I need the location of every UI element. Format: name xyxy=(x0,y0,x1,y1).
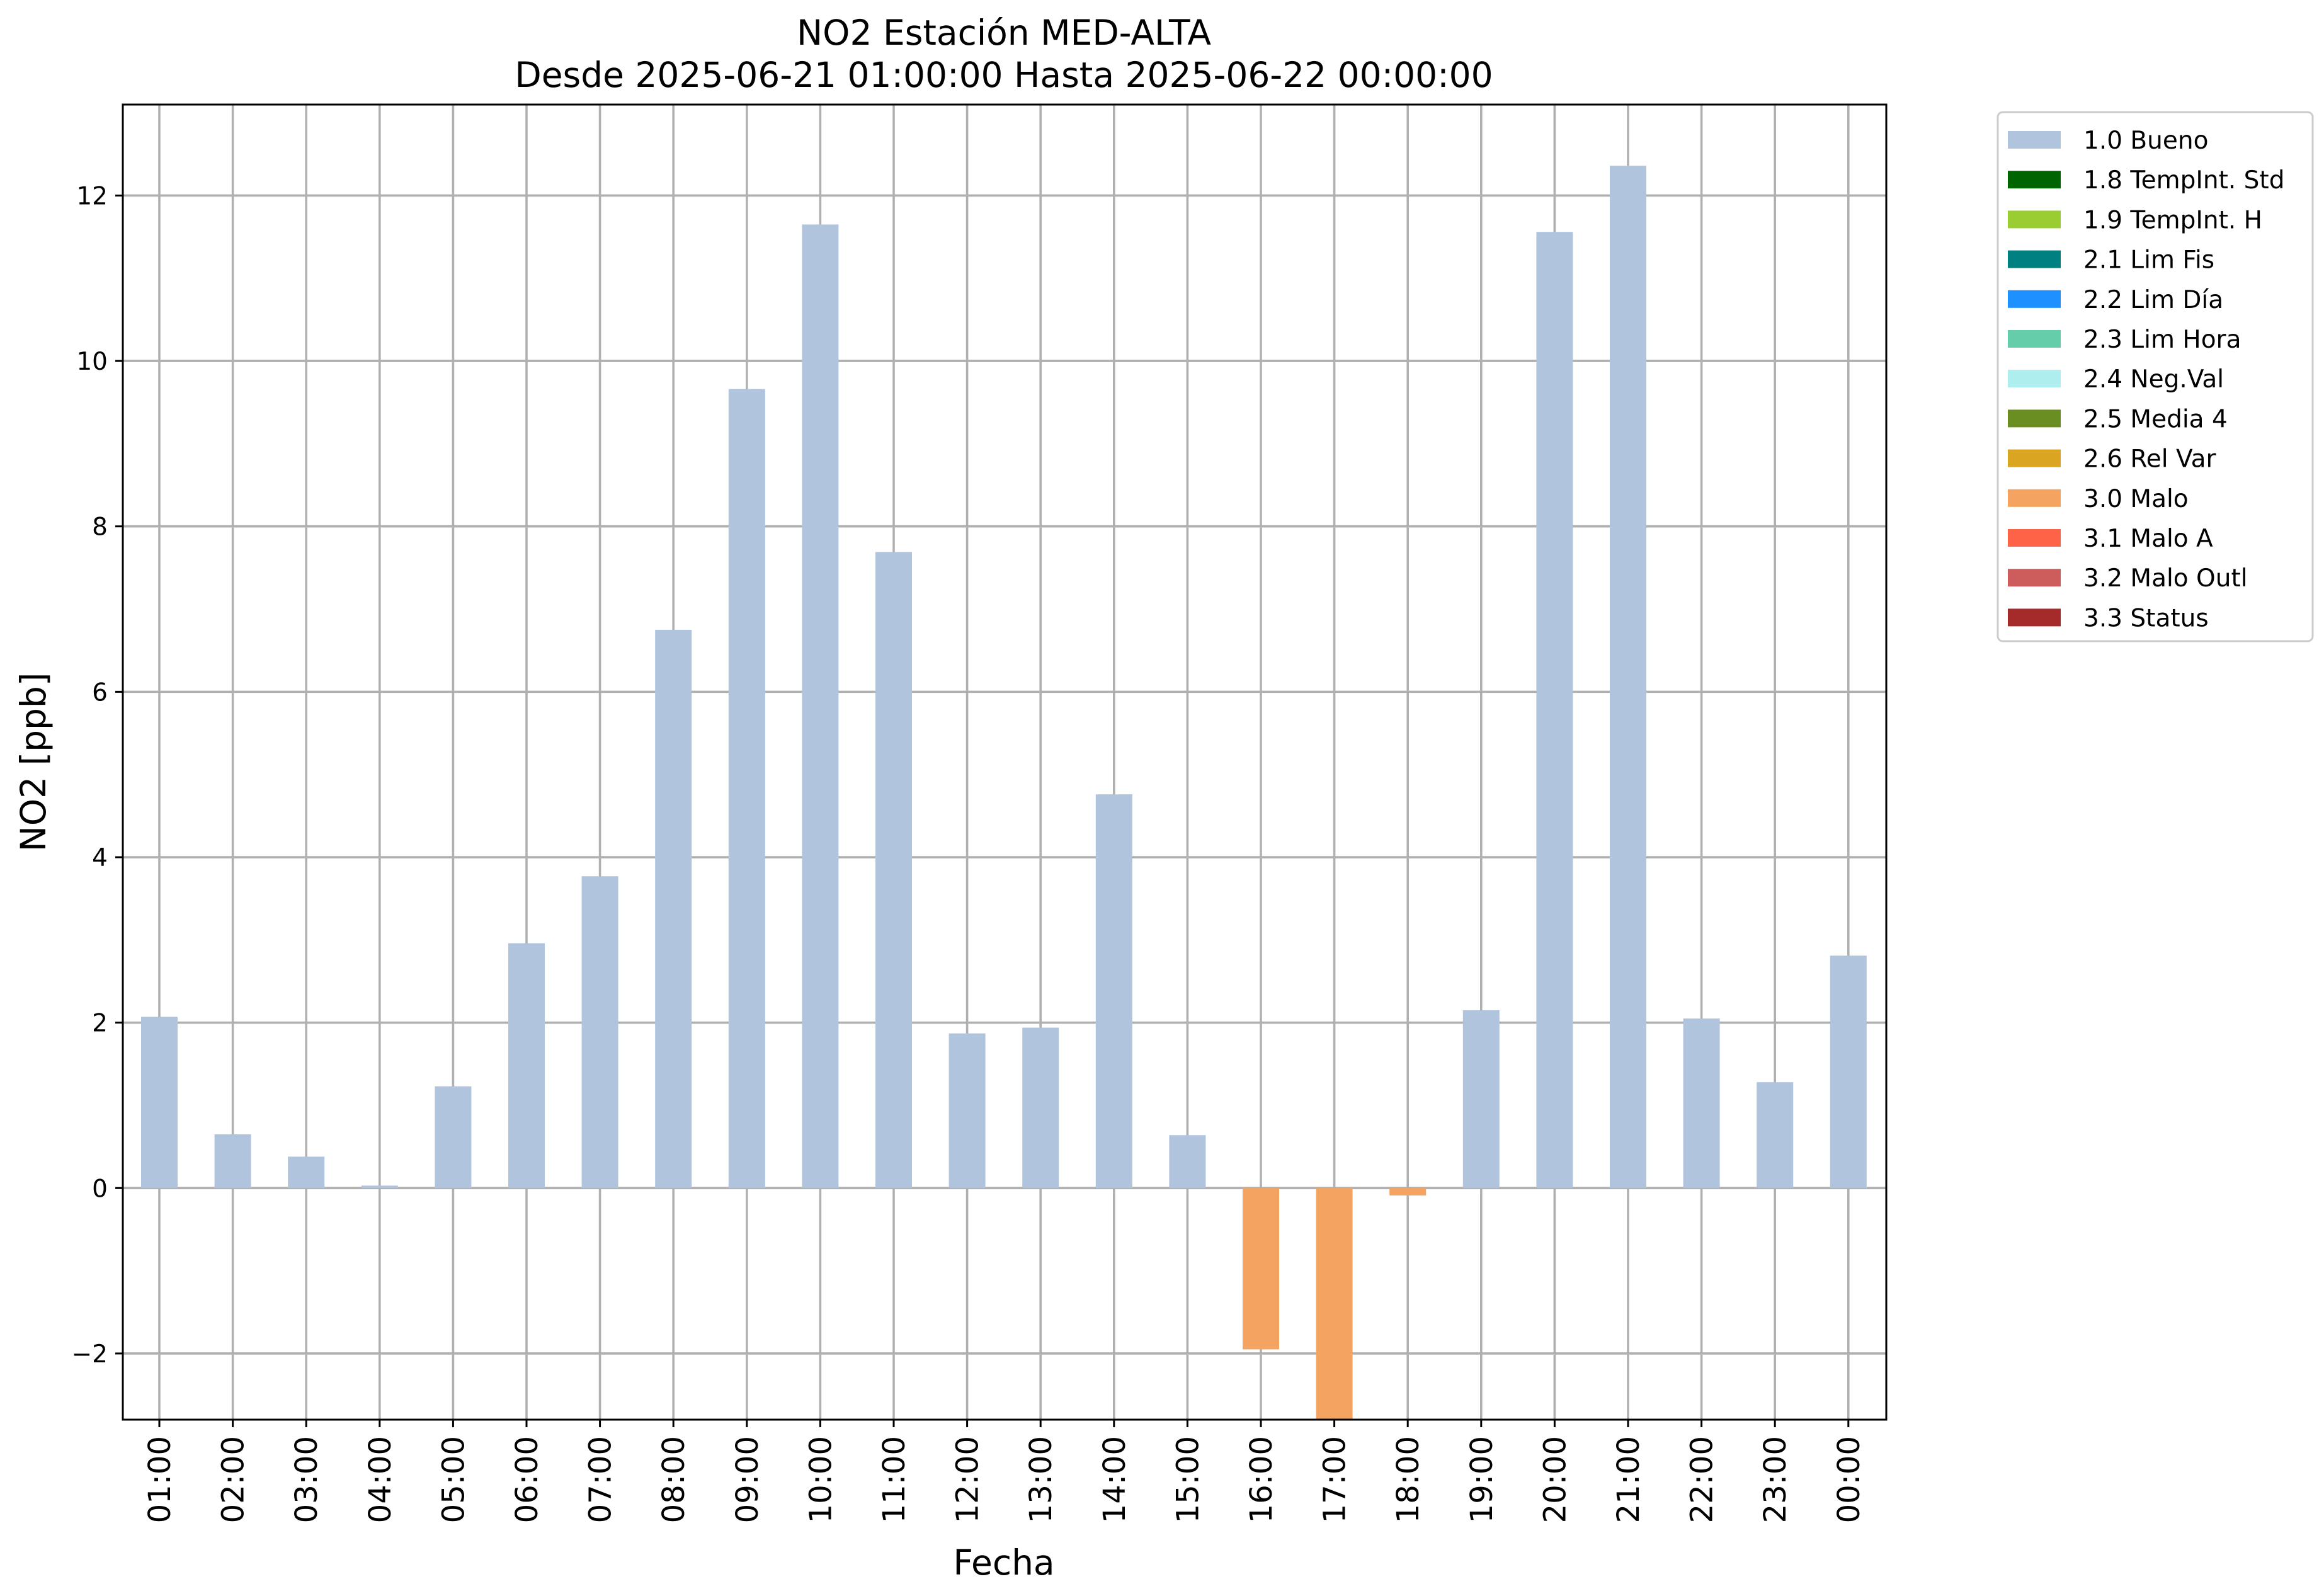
x-tick-label: 06:00 xyxy=(510,1436,545,1523)
legend-swatch xyxy=(2008,131,2061,149)
legend-label: 2.5 Media 4 xyxy=(2083,405,2228,433)
bar-2100 xyxy=(1610,166,1646,1188)
y-tick-label: 2 xyxy=(92,1010,108,1038)
y-tick-label: 8 xyxy=(92,513,108,542)
y-tick-label: 10 xyxy=(76,348,108,376)
bar-2000 xyxy=(1536,232,1573,1188)
legend-swatch xyxy=(2008,489,2061,507)
legend-swatch xyxy=(2008,608,2061,627)
legend-label: 2.6 Rel Var xyxy=(2083,445,2217,474)
legend-swatch xyxy=(2008,569,2061,587)
x-tick-label: 00:00 xyxy=(1831,1436,1867,1523)
x-tick-label: 04:00 xyxy=(363,1436,398,1523)
legend-frame xyxy=(1996,111,2314,642)
bars-group xyxy=(141,166,1867,1420)
bar-1900 xyxy=(1462,1010,1500,1188)
x-tick-label: 20:00 xyxy=(1537,1436,1573,1523)
legend-swatch xyxy=(2008,330,2061,348)
bar-0000 xyxy=(1830,955,1867,1188)
x-tick-label: 23:00 xyxy=(1758,1436,1793,1523)
bar-0300 xyxy=(288,1156,325,1188)
x-tick-label: 14:00 xyxy=(1097,1436,1132,1523)
x-tick-label: 19:00 xyxy=(1464,1436,1500,1523)
legend-label: 2.2 Lim Día xyxy=(2083,286,2223,314)
x-tick-label: 09:00 xyxy=(730,1436,765,1523)
bar-1600 xyxy=(1243,1188,1279,1350)
legend: 1.0 Bueno 1.8 TempInt. Std 1.9 TempInt. H 2… xyxy=(1996,111,2314,642)
legend-label: 2.1 Lim Fis xyxy=(2083,246,2214,275)
legend-swatch xyxy=(2008,171,2061,189)
x-tick-label: 08:00 xyxy=(656,1436,692,1523)
bar-0800 xyxy=(655,629,692,1188)
bar-1400 xyxy=(1095,794,1132,1188)
legend-label: 1.9 TempInt. H xyxy=(2083,206,2262,234)
x-tick-label: 22:00 xyxy=(1685,1436,1720,1523)
plot-area-frame xyxy=(122,103,1888,1421)
y-tick-label: −2 xyxy=(72,1340,108,1369)
bar-1000 xyxy=(802,224,839,1188)
bar-0900 xyxy=(728,389,765,1188)
bar-1700 xyxy=(1316,1188,1353,1420)
bar-2300 xyxy=(1757,1082,1794,1188)
legend-swatch xyxy=(2008,370,2061,388)
bar-0400 xyxy=(361,1185,398,1188)
x-tick-label: 05:00 xyxy=(436,1436,471,1523)
bar-2200 xyxy=(1683,1018,1720,1188)
legend-label: 1.8 TempInt. Std xyxy=(2083,166,2284,195)
x-tick-label: 01:00 xyxy=(142,1436,178,1523)
x-tick-label: 13:00 xyxy=(1023,1436,1059,1523)
bar-0200 xyxy=(214,1134,251,1188)
y-tick-label: 4 xyxy=(92,844,108,872)
x-tick-label: 11:00 xyxy=(877,1436,912,1523)
bar-1300 xyxy=(1022,1027,1059,1188)
x-tick-label: 17:00 xyxy=(1318,1436,1353,1523)
x-tick-label: 15:00 xyxy=(1170,1436,1205,1523)
x-tick-label: 03:00 xyxy=(289,1436,324,1523)
y-tick-label: 12 xyxy=(76,182,108,210)
legend-label: 2.3 Lim Hora xyxy=(2083,326,2241,354)
legend-label: 3.2 Malo Outl xyxy=(2083,564,2248,593)
y-tick-label: 6 xyxy=(92,678,108,707)
bar-1200 xyxy=(948,1033,986,1188)
bar-1100 xyxy=(875,552,912,1188)
grid-lines xyxy=(123,105,1886,1420)
x-tick-label: 02:00 xyxy=(216,1436,251,1523)
legend-swatch xyxy=(2008,290,2061,308)
y-axis-ticks: −2 0 2 4 6 8 10 12 xyxy=(72,182,123,1369)
bar-1800 xyxy=(1389,1188,1427,1196)
x-tick-label: 07:00 xyxy=(583,1436,618,1523)
bar-0600 xyxy=(508,943,545,1188)
chart-title-block: NO2 Estación MED-ALTA Desde 2025-06-21 0… xyxy=(515,13,1493,95)
y-tick-label: 0 xyxy=(92,1175,108,1203)
legend-swatch xyxy=(2008,529,2061,547)
legend-swatch xyxy=(2008,409,2061,428)
chart-subtitle: Desde 2025-06-21 01:00:00 Hasta 2025-06-… xyxy=(515,55,1493,95)
chart-title: NO2 Estación MED-ALTA xyxy=(797,13,1211,53)
x-axis-ticks: 01:00 02:00 03:00 04:00 05:00 06:00 07:00 08:00… xyxy=(142,1420,1867,1523)
legend-swatch xyxy=(2008,210,2061,229)
bar-0500 xyxy=(435,1086,472,1188)
bar-0700 xyxy=(581,876,618,1188)
bar-1500 xyxy=(1169,1135,1206,1188)
legend-swatch xyxy=(2008,449,2061,467)
x-tick-label: 21:00 xyxy=(1611,1436,1646,1523)
legend-label: 3.0 Malo xyxy=(2083,485,2189,513)
legend-label: 2.4 Neg.Val xyxy=(2083,365,2224,394)
legend-swatch xyxy=(2008,250,2061,268)
x-tick-label: 12:00 xyxy=(950,1436,986,1523)
x-tick-label: 16:00 xyxy=(1244,1436,1279,1523)
legend-label: 3.3 Status xyxy=(2083,604,2209,632)
legend-label: 1.0 Bueno xyxy=(2083,127,2208,155)
bar-0100 xyxy=(141,1017,178,1188)
x-axis-label: Fecha xyxy=(953,1542,1054,1583)
x-tick-label: 18:00 xyxy=(1391,1436,1426,1523)
legend-label: 3.1 Malo A xyxy=(2083,525,2213,553)
x-tick-label: 10:00 xyxy=(803,1436,838,1523)
y-axis-label: NO2 [ppb] xyxy=(13,673,54,852)
